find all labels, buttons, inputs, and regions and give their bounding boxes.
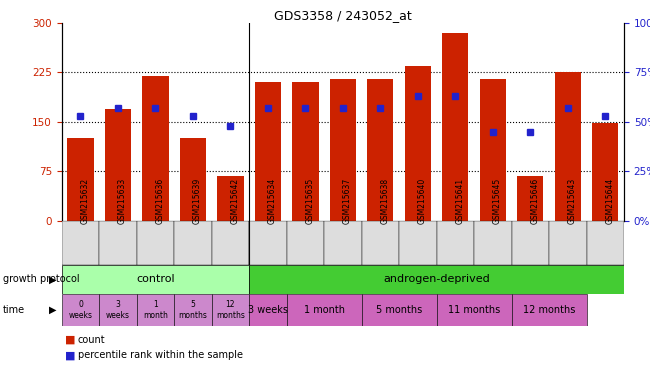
Text: 3
weeks: 3 weeks: [106, 300, 130, 320]
Bar: [287, 221, 324, 265]
Bar: [136, 221, 174, 265]
Bar: [68, 138, 94, 221]
Bar: [105, 109, 131, 221]
Text: GSM215635: GSM215635: [306, 178, 315, 224]
Bar: [62, 294, 99, 326]
Text: GSM215637: GSM215637: [343, 178, 352, 224]
Bar: [437, 221, 474, 265]
Bar: [442, 33, 469, 221]
Text: ▶: ▶: [49, 305, 57, 315]
Text: 3 weeks: 3 weeks: [248, 305, 288, 315]
Text: ■: ■: [65, 350, 75, 360]
Bar: [324, 221, 361, 265]
Bar: [99, 221, 136, 265]
Bar: [512, 221, 549, 265]
Text: 0
weeks: 0 weeks: [68, 300, 92, 320]
Bar: [142, 76, 168, 221]
Text: GSM215641: GSM215641: [456, 178, 464, 224]
Text: GSM215638: GSM215638: [380, 178, 389, 224]
Text: GSM215634: GSM215634: [268, 178, 277, 224]
Text: ▶: ▶: [49, 274, 57, 285]
Bar: [249, 294, 287, 326]
Bar: [212, 221, 249, 265]
Text: GSM215640: GSM215640: [418, 178, 427, 224]
Bar: [255, 83, 281, 221]
Bar: [474, 221, 512, 265]
Bar: [62, 221, 99, 265]
Title: GDS3358 / 243052_at: GDS3358 / 243052_at: [274, 9, 411, 22]
Bar: [361, 294, 437, 326]
Bar: [180, 138, 206, 221]
Bar: [592, 123, 618, 221]
Text: GSM215644: GSM215644: [605, 178, 614, 224]
Bar: [217, 176, 244, 221]
Bar: [249, 221, 287, 265]
Text: GSM215645: GSM215645: [493, 178, 502, 224]
Bar: [361, 221, 399, 265]
Text: 12 months: 12 months: [523, 305, 575, 315]
Bar: [549, 221, 586, 265]
Bar: [249, 265, 624, 294]
Bar: [517, 176, 543, 221]
Bar: [136, 294, 174, 326]
Text: 5 months: 5 months: [376, 305, 422, 315]
Text: 1
month: 1 month: [143, 300, 168, 320]
Text: 5
months: 5 months: [179, 300, 207, 320]
Bar: [437, 294, 512, 326]
Text: GSM215646: GSM215646: [530, 178, 540, 224]
Text: GSM215633: GSM215633: [118, 178, 127, 224]
Text: 11 months: 11 months: [448, 305, 500, 315]
Text: count: count: [78, 335, 105, 345]
Text: time: time: [3, 305, 25, 315]
Bar: [99, 294, 136, 326]
Bar: [480, 79, 506, 221]
Bar: [405, 66, 431, 221]
Bar: [367, 79, 393, 221]
Bar: [292, 83, 318, 221]
Bar: [586, 221, 624, 265]
Bar: [212, 294, 249, 326]
Bar: [174, 221, 212, 265]
Bar: [62, 265, 249, 294]
Text: 12
months: 12 months: [216, 300, 245, 320]
Text: percentile rank within the sample: percentile rank within the sample: [78, 350, 243, 360]
Bar: [399, 221, 437, 265]
Text: GSM215636: GSM215636: [155, 178, 164, 224]
Text: GSM215643: GSM215643: [568, 178, 577, 224]
Bar: [330, 79, 356, 221]
Text: GSM215639: GSM215639: [193, 178, 202, 224]
Text: 1 month: 1 month: [304, 305, 344, 315]
Bar: [174, 294, 212, 326]
Text: GSM215642: GSM215642: [231, 178, 239, 224]
Bar: [287, 294, 361, 326]
Bar: [554, 73, 581, 221]
Text: ■: ■: [65, 335, 75, 345]
Text: GSM215632: GSM215632: [81, 178, 90, 224]
Text: androgen-deprived: androgen-deprived: [384, 274, 490, 285]
Text: growth protocol: growth protocol: [3, 274, 80, 285]
Text: control: control: [136, 274, 175, 285]
Bar: [512, 294, 586, 326]
